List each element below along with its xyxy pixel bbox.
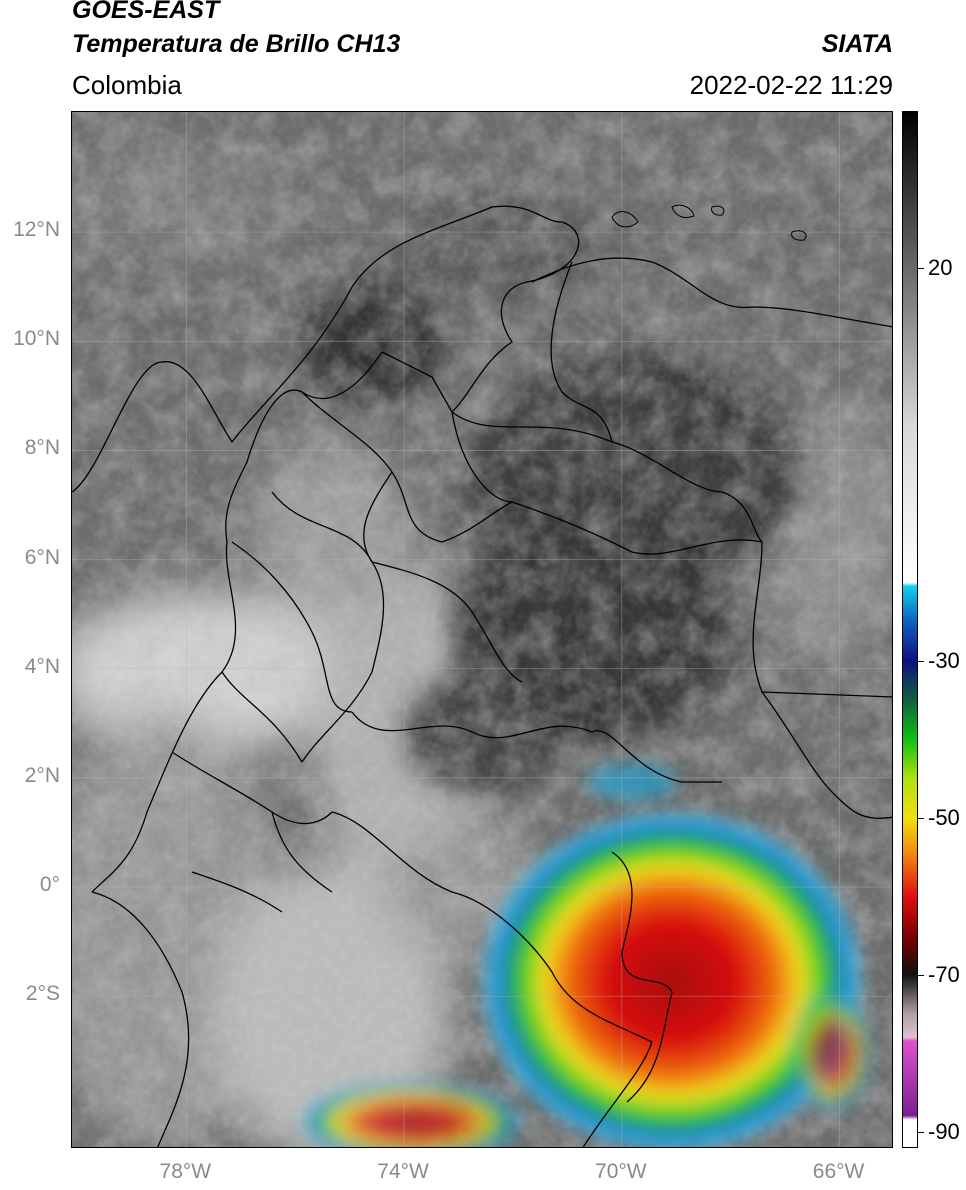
map-canvas [72,112,892,1147]
colorbar-tick [918,660,924,662]
satellite-map[interactable] [71,111,893,1148]
lon-tick-label: 70°W [595,1160,647,1183]
lat-tick-label: 4°N [24,654,60,678]
colorbar-label: 20 [928,255,953,281]
colorbar-label: -90 [928,1119,960,1145]
colorbar-label: -70 [928,962,960,988]
colorbar-tick [918,975,924,977]
product-title: Temperatura de Brillo CH13 [72,30,401,58]
agency-label: SIATA [821,30,893,58]
lon-tick-label: 74°W [377,1160,429,1183]
colorbar-label: -30 [928,647,960,673]
lat-tick-label: 2°S [25,982,60,1006]
lat-tick-label: 0° [39,873,60,897]
colorbar-label: -50 [928,805,960,831]
colorbar-tick [918,1132,924,1134]
boundaries [72,205,892,1147]
colorbar-gradient [903,112,917,1147]
datetime-label: 2022-02-22 11:29 [689,70,893,100]
lat-tick-label: 6°N [24,545,60,569]
lon-tick-label: 66°W [812,1160,865,1183]
islands [611,204,807,241]
lat-tick-label: 8°N [24,436,60,460]
satellite-title: GOES-EAST [72,0,220,24]
lat-tick-label: 10°N [13,327,60,351]
colorbar-tick [918,818,924,820]
lat-tick-label: 2°N [24,763,60,787]
region-label: Colombia [72,70,182,100]
lat-tick-label: 12°N [13,218,60,242]
colorbar-tick [918,268,924,270]
colorbar [902,111,918,1148]
lon-tick-label: 78°W [159,1160,212,1183]
